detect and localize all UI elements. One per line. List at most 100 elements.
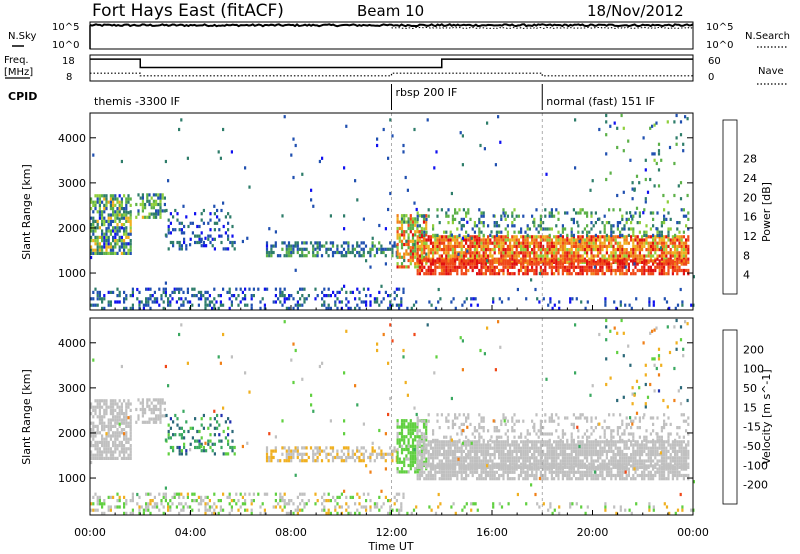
power-cell: [290, 294, 293, 298]
velocity-cell: [566, 462, 569, 466]
power-cell: [205, 244, 208, 248]
power-cell: [405, 230, 408, 234]
power-cell: [517, 268, 520, 273]
power-cell: [94, 194, 97, 198]
power-cell: [676, 251, 679, 255]
noise-panel: N.Sky 10^5 10^0 10^5 10^0 N.Search: [8, 21, 790, 51]
velocity-cell: [369, 459, 372, 463]
power-cell: [625, 235, 628, 239]
power-cell: [495, 233, 498, 237]
velocity-cell: [105, 405, 108, 409]
velocity-cell: [123, 421, 126, 425]
power-cell: [120, 213, 123, 217]
power-cell: [460, 268, 463, 273]
velocity-cell: [630, 440, 633, 444]
velocity-cell: [396, 438, 399, 442]
power-cell: [222, 224, 225, 229]
velocity-cell: [438, 467, 441, 471]
velocity-cell: [414, 425, 417, 429]
power-cell: [250, 297, 253, 301]
power-cell: [590, 214, 593, 218]
power-cell: [398, 265, 401, 269]
power-cell: [555, 224, 558, 228]
velocity-cell: [572, 467, 575, 471]
power-cell: [643, 233, 646, 237]
velocity-cell: [674, 443, 677, 447]
power-cell: [427, 214, 430, 218]
velocity-cell: [561, 462, 564, 466]
power-cell: [492, 214, 495, 218]
velocity-cell: [674, 459, 677, 463]
velocity-cell: [200, 442, 203, 446]
power-cell: [473, 262, 476, 266]
power-cell: [449, 238, 452, 242]
power-cell: [456, 227, 459, 231]
power-cell: [498, 248, 501, 252]
velocity-cell: [391, 459, 394, 463]
power-cell: [182, 290, 185, 294]
power-cell: [103, 297, 106, 301]
velocity-cell: [152, 417, 155, 421]
power-cell: [129, 226, 132, 230]
velocity-cell: [316, 446, 319, 450]
velocity-cell: [96, 424, 99, 428]
power-cell: [395, 287, 398, 291]
velocity-cell: [112, 431, 115, 435]
power-cell: [550, 241, 553, 245]
power-cell: [274, 230, 277, 234]
velocity-cell: [114, 415, 117, 419]
power-cell: [542, 259, 545, 263]
power-cell: [458, 257, 461, 261]
velocity-cell: [118, 450, 121, 454]
power-cell: [590, 254, 593, 258]
power-cell: [318, 159, 321, 164]
power-cell: [465, 238, 468, 242]
power-cell: [687, 272, 690, 276]
power-cell: [616, 126, 619, 130]
power-cell: [599, 251, 602, 255]
power-cell: [533, 262, 536, 266]
velocity-cell: [660, 459, 663, 463]
power-cell: [673, 120, 676, 124]
velocity-cell: [685, 443, 688, 447]
velocity-cell: [652, 443, 655, 447]
velocity-cell: [586, 470, 589, 474]
power-cell: [623, 265, 626, 269]
power-cell: [667, 268, 670, 273]
power-cell: [454, 306, 457, 310]
velocity-cell: [123, 437, 126, 441]
power-cell: [220, 234, 223, 238]
velocity-cell: [425, 419, 428, 423]
velocity-cell: [487, 473, 490, 478]
power-cell: [577, 259, 580, 263]
power-cell: [329, 247, 332, 251]
power-cell: [652, 233, 655, 237]
velocity-cell: [148, 407, 151, 412]
velocity-cell: [482, 459, 485, 463]
power-cell: [153, 297, 156, 301]
velocity-cell: [619, 459, 622, 463]
power-cell: [418, 230, 421, 234]
power-cell: [489, 248, 492, 252]
velocity-cell: [129, 434, 132, 438]
velocity-cell: [524, 456, 527, 460]
power-cell: [233, 240, 236, 245]
power-cell: [109, 219, 112, 223]
power-cell: [149, 297, 152, 301]
power-cell: [285, 297, 288, 301]
velocity-cell: [517, 443, 520, 447]
power-cell: [524, 241, 527, 245]
power-cell: [213, 221, 216, 225]
velocity-cell: [482, 470, 485, 474]
power-cell: [118, 226, 121, 230]
power-cell: [561, 262, 564, 266]
power-cell: [213, 287, 216, 291]
velocity-cell: [169, 436, 172, 440]
velocity-cell: [502, 456, 505, 460]
velocity-cell: [125, 431, 128, 435]
velocity-cell: [103, 421, 106, 425]
power-cell: [112, 200, 115, 204]
power-cell: [480, 230, 483, 234]
velocity-cell: [515, 443, 518, 447]
power-cell: [625, 248, 628, 252]
